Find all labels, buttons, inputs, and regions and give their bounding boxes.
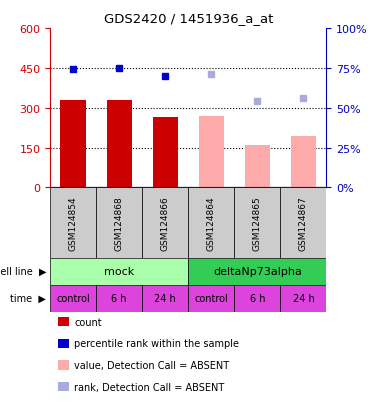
Text: cell line  ▶: cell line ▶ [0, 266, 46, 277]
Text: GSM124864: GSM124864 [207, 196, 216, 250]
Bar [106, 100, 132, 188]
Bar [188, 188, 234, 258]
Bar [291, 136, 316, 188]
Text: GSM124866: GSM124866 [161, 196, 170, 250]
Bar [142, 188, 188, 258]
Bar [50, 258, 188, 285]
Text: count: count [74, 317, 102, 327]
Text: 6 h: 6 h [111, 293, 127, 304]
Bar [245, 145, 270, 188]
Bar [280, 285, 326, 312]
Text: percentile rank within the sample: percentile rank within the sample [74, 339, 239, 349]
Text: GSM124865: GSM124865 [253, 196, 262, 250]
Text: control: control [56, 293, 90, 304]
Text: control: control [194, 293, 228, 304]
Text: deltaNp73alpha: deltaNp73alpha [213, 266, 302, 277]
Text: 6 h: 6 h [250, 293, 265, 304]
Text: GSM124868: GSM124868 [115, 196, 124, 250]
Bar [96, 285, 142, 312]
Text: mock: mock [104, 266, 134, 277]
Bar [234, 188, 280, 258]
Bar [198, 116, 224, 188]
Bar [60, 100, 86, 188]
Bar [234, 285, 280, 312]
Text: value, Detection Call = ABSENT: value, Detection Call = ABSENT [74, 360, 229, 370]
Text: GSM124854: GSM124854 [69, 196, 78, 250]
Bar [96, 188, 142, 258]
Bar [188, 258, 326, 285]
Text: GSM124867: GSM124867 [299, 196, 308, 250]
Text: rank, Detection Call = ABSENT: rank, Detection Call = ABSENT [74, 382, 224, 392]
Bar [142, 285, 188, 312]
Bar [280, 188, 326, 258]
Text: time  ▶: time ▶ [10, 293, 46, 304]
Bar [50, 188, 96, 258]
Text: 24 h: 24 h [154, 293, 176, 304]
Bar [188, 285, 234, 312]
Bar [152, 118, 178, 188]
Text: 24 h: 24 h [293, 293, 314, 304]
Title: GDS2420 / 1451936_a_at: GDS2420 / 1451936_a_at [104, 12, 273, 25]
Bar [50, 285, 96, 312]
